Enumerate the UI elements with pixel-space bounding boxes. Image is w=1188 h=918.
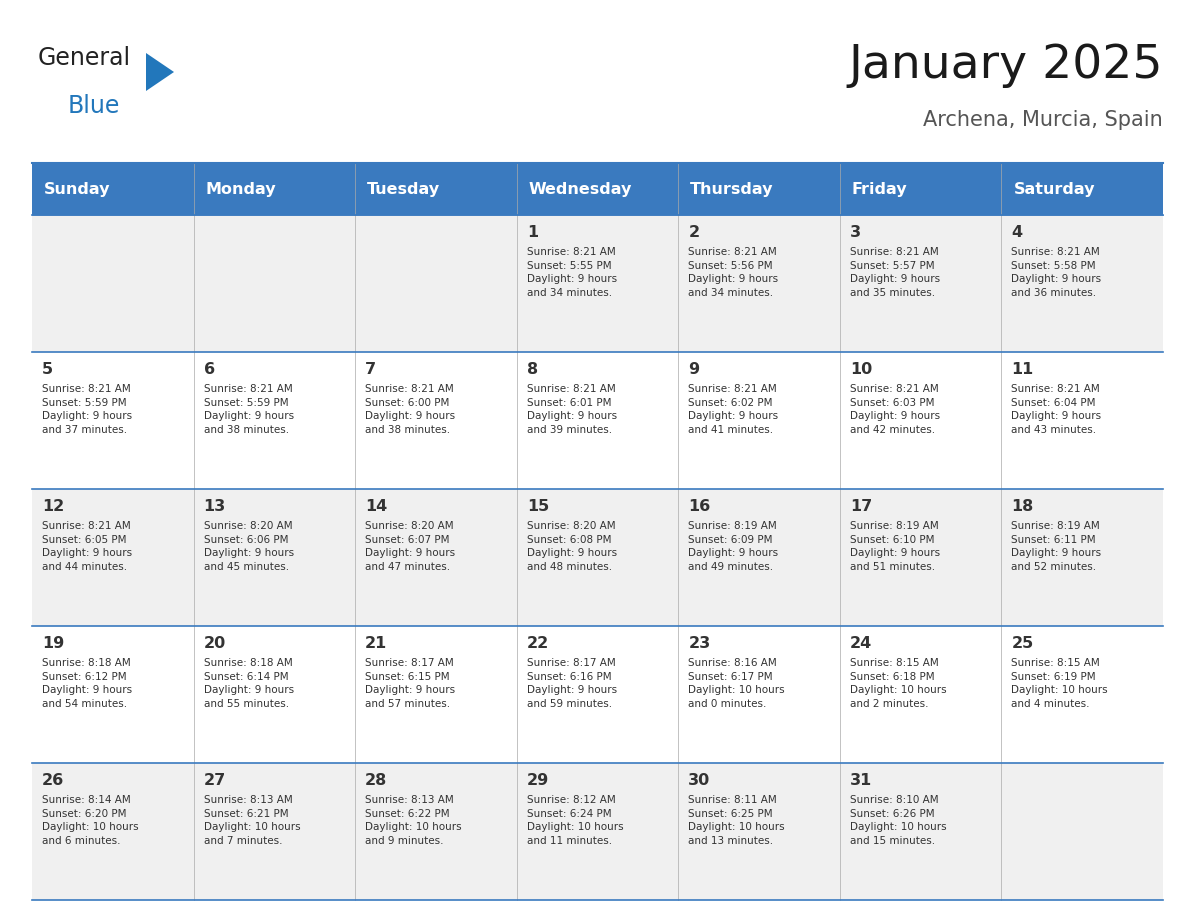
Text: 12: 12 bbox=[42, 499, 64, 514]
Bar bbox=[32, 763, 1163, 900]
Bar bbox=[355, 163, 517, 215]
Text: Sunrise: 8:21 AM
Sunset: 5:57 PM
Daylight: 9 hours
and 35 minutes.: Sunrise: 8:21 AM Sunset: 5:57 PM Dayligh… bbox=[849, 247, 940, 297]
Text: 24: 24 bbox=[849, 636, 872, 651]
Text: 9: 9 bbox=[688, 362, 700, 377]
Text: 3: 3 bbox=[849, 225, 861, 240]
Text: Sunrise: 8:21 AM
Sunset: 5:59 PM
Daylight: 9 hours
and 38 minutes.: Sunrise: 8:21 AM Sunset: 5:59 PM Dayligh… bbox=[203, 384, 293, 435]
Bar bbox=[32, 626, 1163, 763]
Text: Sunrise: 8:21 AM
Sunset: 6:04 PM
Daylight: 9 hours
and 43 minutes.: Sunrise: 8:21 AM Sunset: 6:04 PM Dayligh… bbox=[1011, 384, 1101, 435]
Text: 8: 8 bbox=[526, 362, 538, 377]
Text: Sunrise: 8:18 AM
Sunset: 6:14 PM
Daylight: 9 hours
and 55 minutes.: Sunrise: 8:18 AM Sunset: 6:14 PM Dayligh… bbox=[203, 658, 293, 709]
Bar bbox=[1001, 163, 1163, 215]
Text: 4: 4 bbox=[1011, 225, 1023, 240]
Bar bbox=[840, 163, 1001, 215]
Text: 16: 16 bbox=[688, 499, 710, 514]
Text: Sunrise: 8:21 AM
Sunset: 6:00 PM
Daylight: 9 hours
and 38 minutes.: Sunrise: 8:21 AM Sunset: 6:00 PM Dayligh… bbox=[365, 384, 455, 435]
Text: 17: 17 bbox=[849, 499, 872, 514]
Text: Sunrise: 8:21 AM
Sunset: 6:01 PM
Daylight: 9 hours
and 39 minutes.: Sunrise: 8:21 AM Sunset: 6:01 PM Dayligh… bbox=[526, 384, 617, 435]
Text: Sunrise: 8:12 AM
Sunset: 6:24 PM
Daylight: 10 hours
and 11 minutes.: Sunrise: 8:12 AM Sunset: 6:24 PM Dayligh… bbox=[526, 795, 624, 845]
Text: Sunrise: 8:10 AM
Sunset: 6:26 PM
Daylight: 10 hours
and 15 minutes.: Sunrise: 8:10 AM Sunset: 6:26 PM Dayligh… bbox=[849, 795, 947, 845]
Text: Friday: Friday bbox=[852, 182, 908, 196]
Text: Sunrise: 8:21 AM
Sunset: 6:03 PM
Daylight: 9 hours
and 42 minutes.: Sunrise: 8:21 AM Sunset: 6:03 PM Dayligh… bbox=[849, 384, 940, 435]
Text: 28: 28 bbox=[365, 773, 387, 788]
Text: Sunrise: 8:19 AM
Sunset: 6:11 PM
Daylight: 9 hours
and 52 minutes.: Sunrise: 8:19 AM Sunset: 6:11 PM Dayligh… bbox=[1011, 521, 1101, 572]
Text: Sunrise: 8:21 AM
Sunset: 5:55 PM
Daylight: 9 hours
and 34 minutes.: Sunrise: 8:21 AM Sunset: 5:55 PM Dayligh… bbox=[526, 247, 617, 297]
Text: 1: 1 bbox=[526, 225, 538, 240]
Text: Sunrise: 8:20 AM
Sunset: 6:07 PM
Daylight: 9 hours
and 47 minutes.: Sunrise: 8:20 AM Sunset: 6:07 PM Dayligh… bbox=[365, 521, 455, 572]
Text: 22: 22 bbox=[526, 636, 549, 651]
Text: 7: 7 bbox=[365, 362, 377, 377]
Text: 2: 2 bbox=[688, 225, 700, 240]
Text: Sunrise: 8:18 AM
Sunset: 6:12 PM
Daylight: 9 hours
and 54 minutes.: Sunrise: 8:18 AM Sunset: 6:12 PM Dayligh… bbox=[42, 658, 132, 709]
Text: 21: 21 bbox=[365, 636, 387, 651]
Bar bbox=[32, 163, 194, 215]
Text: General: General bbox=[38, 46, 131, 70]
Text: Sunrise: 8:21 AM
Sunset: 5:56 PM
Daylight: 9 hours
and 34 minutes.: Sunrise: 8:21 AM Sunset: 5:56 PM Dayligh… bbox=[688, 247, 778, 297]
Text: Sunrise: 8:19 AM
Sunset: 6:09 PM
Daylight: 9 hours
and 49 minutes.: Sunrise: 8:19 AM Sunset: 6:09 PM Dayligh… bbox=[688, 521, 778, 572]
Text: Sunrise: 8:13 AM
Sunset: 6:21 PM
Daylight: 10 hours
and 7 minutes.: Sunrise: 8:13 AM Sunset: 6:21 PM Dayligh… bbox=[203, 795, 301, 845]
Text: Sunrise: 8:21 AM
Sunset: 5:58 PM
Daylight: 9 hours
and 36 minutes.: Sunrise: 8:21 AM Sunset: 5:58 PM Dayligh… bbox=[1011, 247, 1101, 297]
Text: Sunrise: 8:15 AM
Sunset: 6:18 PM
Daylight: 10 hours
and 2 minutes.: Sunrise: 8:15 AM Sunset: 6:18 PM Dayligh… bbox=[849, 658, 947, 709]
Text: 15: 15 bbox=[526, 499, 549, 514]
Text: 23: 23 bbox=[688, 636, 710, 651]
Text: Sunrise: 8:13 AM
Sunset: 6:22 PM
Daylight: 10 hours
and 9 minutes.: Sunrise: 8:13 AM Sunset: 6:22 PM Dayligh… bbox=[365, 795, 462, 845]
Text: Sunrise: 8:19 AM
Sunset: 6:10 PM
Daylight: 9 hours
and 51 minutes.: Sunrise: 8:19 AM Sunset: 6:10 PM Dayligh… bbox=[849, 521, 940, 572]
Bar bbox=[194, 163, 355, 215]
Text: Tuesday: Tuesday bbox=[367, 182, 441, 196]
Bar bbox=[32, 489, 1163, 626]
Text: 10: 10 bbox=[849, 362, 872, 377]
Text: 29: 29 bbox=[526, 773, 549, 788]
Text: Archena, Murcia, Spain: Archena, Murcia, Spain bbox=[923, 110, 1163, 130]
Text: 31: 31 bbox=[849, 773, 872, 788]
Text: 20: 20 bbox=[203, 636, 226, 651]
Text: Sunday: Sunday bbox=[44, 182, 110, 196]
Bar bbox=[517, 163, 678, 215]
Text: 6: 6 bbox=[203, 362, 215, 377]
Text: 30: 30 bbox=[688, 773, 710, 788]
Text: 19: 19 bbox=[42, 636, 64, 651]
Bar bbox=[32, 215, 1163, 352]
Text: Sunrise: 8:16 AM
Sunset: 6:17 PM
Daylight: 10 hours
and 0 minutes.: Sunrise: 8:16 AM Sunset: 6:17 PM Dayligh… bbox=[688, 658, 785, 709]
Text: 27: 27 bbox=[203, 773, 226, 788]
Text: 13: 13 bbox=[203, 499, 226, 514]
Text: Sunrise: 8:20 AM
Sunset: 6:08 PM
Daylight: 9 hours
and 48 minutes.: Sunrise: 8:20 AM Sunset: 6:08 PM Dayligh… bbox=[526, 521, 617, 572]
Bar bbox=[32, 352, 1163, 489]
Text: Blue: Blue bbox=[68, 94, 120, 118]
Text: 14: 14 bbox=[365, 499, 387, 514]
Text: Wednesday: Wednesday bbox=[529, 182, 632, 196]
Text: Sunrise: 8:15 AM
Sunset: 6:19 PM
Daylight: 10 hours
and 4 minutes.: Sunrise: 8:15 AM Sunset: 6:19 PM Dayligh… bbox=[1011, 658, 1108, 709]
Text: Monday: Monday bbox=[206, 182, 276, 196]
Text: Sunrise: 8:20 AM
Sunset: 6:06 PM
Daylight: 9 hours
and 45 minutes.: Sunrise: 8:20 AM Sunset: 6:06 PM Dayligh… bbox=[203, 521, 293, 572]
Text: Sunrise: 8:21 AM
Sunset: 6:02 PM
Daylight: 9 hours
and 41 minutes.: Sunrise: 8:21 AM Sunset: 6:02 PM Dayligh… bbox=[688, 384, 778, 435]
Text: Thursday: Thursday bbox=[690, 182, 773, 196]
Polygon shape bbox=[146, 53, 173, 91]
Text: Sunrise: 8:11 AM
Sunset: 6:25 PM
Daylight: 10 hours
and 13 minutes.: Sunrise: 8:11 AM Sunset: 6:25 PM Dayligh… bbox=[688, 795, 785, 845]
Text: January 2025: January 2025 bbox=[848, 43, 1163, 88]
Text: 25: 25 bbox=[1011, 636, 1034, 651]
Text: 5: 5 bbox=[42, 362, 53, 377]
Text: 11: 11 bbox=[1011, 362, 1034, 377]
Text: Saturday: Saturday bbox=[1013, 182, 1095, 196]
Text: Sunrise: 8:17 AM
Sunset: 6:16 PM
Daylight: 9 hours
and 59 minutes.: Sunrise: 8:17 AM Sunset: 6:16 PM Dayligh… bbox=[526, 658, 617, 709]
Text: 26: 26 bbox=[42, 773, 64, 788]
Text: Sunrise: 8:21 AM
Sunset: 6:05 PM
Daylight: 9 hours
and 44 minutes.: Sunrise: 8:21 AM Sunset: 6:05 PM Dayligh… bbox=[42, 521, 132, 572]
Text: Sunrise: 8:21 AM
Sunset: 5:59 PM
Daylight: 9 hours
and 37 minutes.: Sunrise: 8:21 AM Sunset: 5:59 PM Dayligh… bbox=[42, 384, 132, 435]
Text: Sunrise: 8:17 AM
Sunset: 6:15 PM
Daylight: 9 hours
and 57 minutes.: Sunrise: 8:17 AM Sunset: 6:15 PM Dayligh… bbox=[365, 658, 455, 709]
Text: 18: 18 bbox=[1011, 499, 1034, 514]
Text: Sunrise: 8:14 AM
Sunset: 6:20 PM
Daylight: 10 hours
and 6 minutes.: Sunrise: 8:14 AM Sunset: 6:20 PM Dayligh… bbox=[42, 795, 139, 845]
Bar bbox=[678, 163, 840, 215]
